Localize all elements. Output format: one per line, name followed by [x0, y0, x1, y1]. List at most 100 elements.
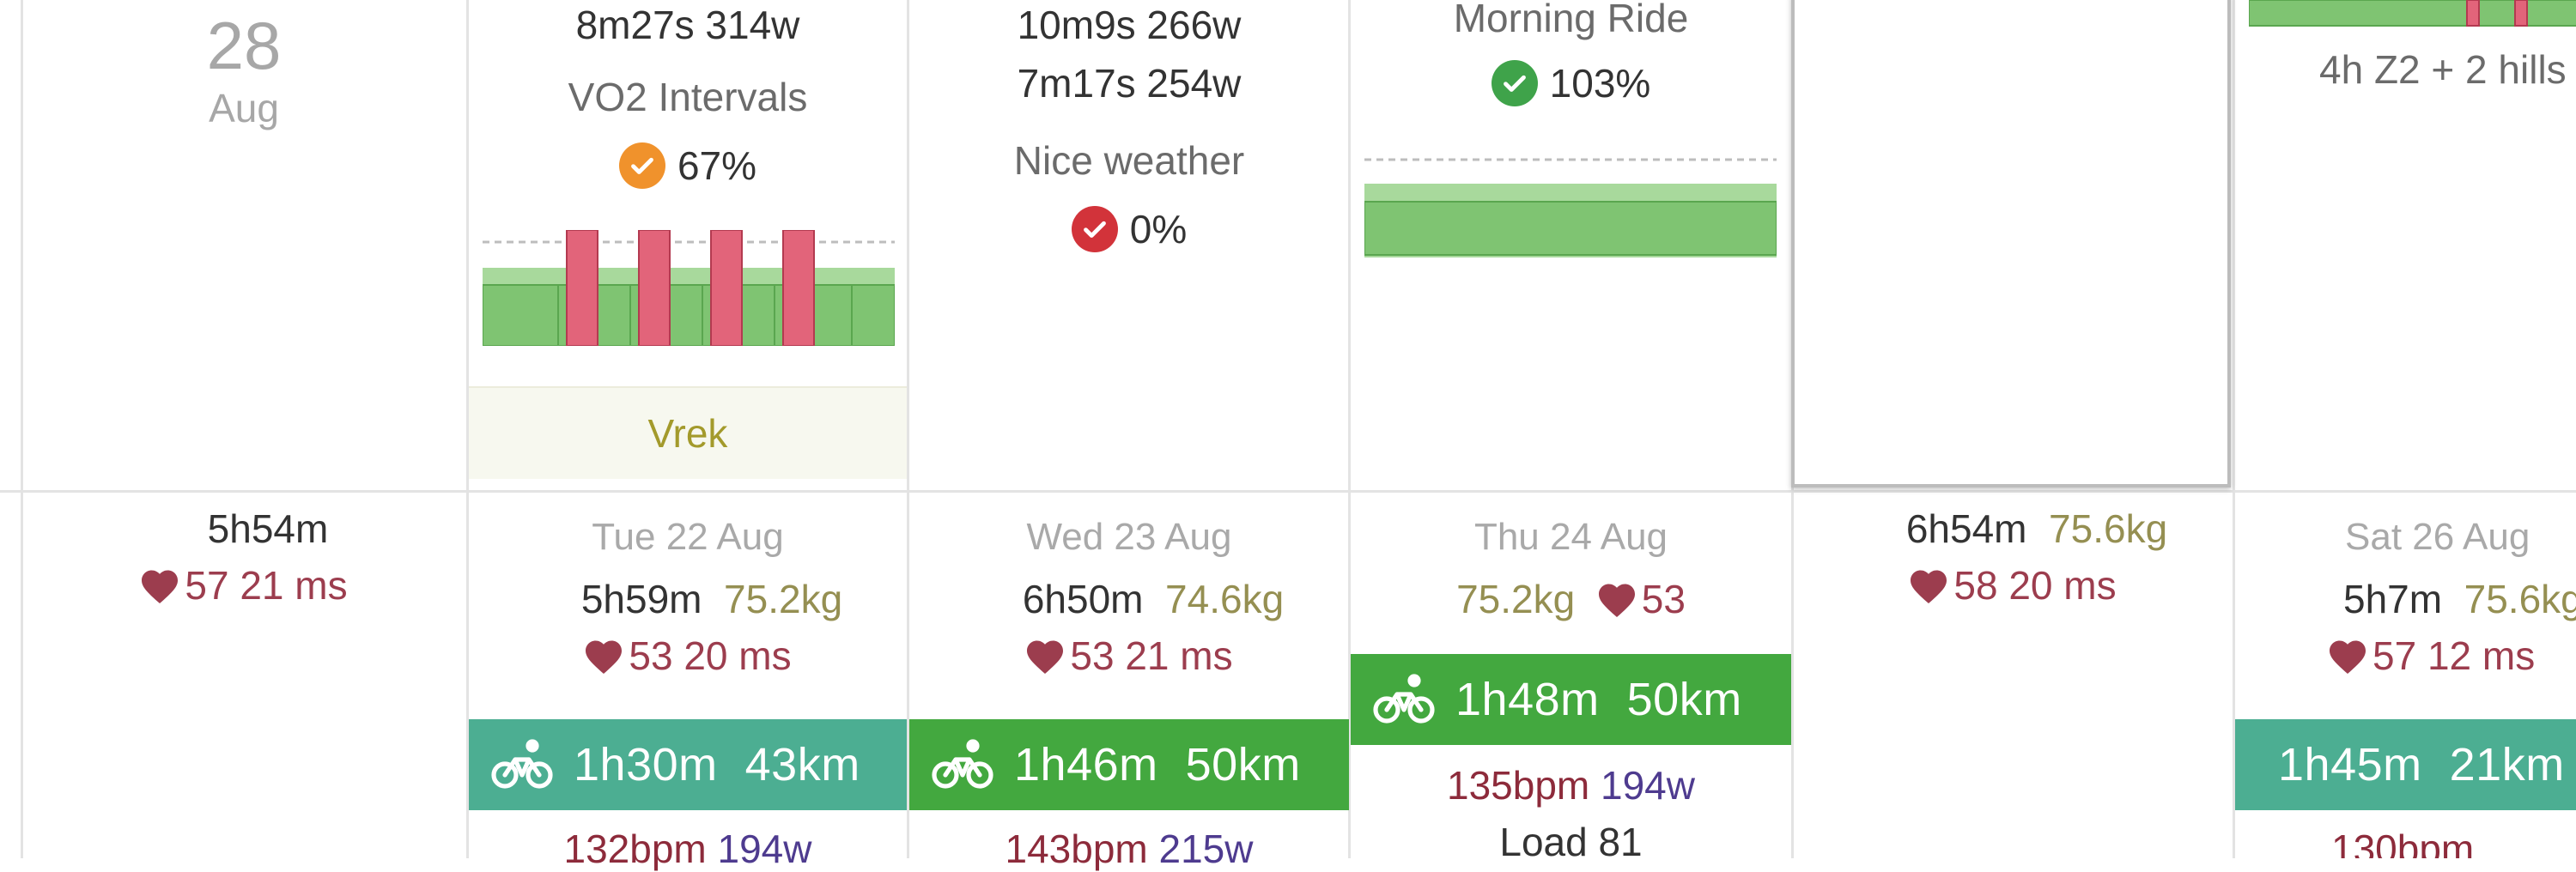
- hrv-value: 20 ms: [2008, 563, 2117, 608]
- compliance-value: 103%: [1549, 61, 1651, 106]
- day-cell-sat-26[interactable]: Sat 26 Aug 5h7m 75.6kg 57 12 ms 1h45m 21k…: [2235, 512, 2576, 858]
- activity-stats: 135bpm 194w: [1351, 762, 1791, 808]
- heart-icon: [2330, 640, 2366, 675]
- activity-bar-tue[interactable]: 1h30m 43km: [469, 719, 907, 810]
- day-cell-fri-25[interactable]: 6h54m 75.6kg 58 20 ms: [1794, 501, 2232, 615]
- moon-icon: [980, 586, 995, 615]
- moon-icon: [538, 586, 554, 615]
- avg-bpm: 132bpm: [563, 827, 707, 871]
- activity-duration: 1h48m: [1455, 674, 1600, 725]
- day-date: Thu 24 Aug: [1473, 516, 1668, 558]
- heart-icon: [1027, 640, 1064, 675]
- workout-card-4h-z2[interactable]: 4h Z2 + 2 hills: [2235, 0, 2576, 481]
- hr-line: 57 12 ms: [2328, 627, 2535, 685]
- activity-bar-thu[interactable]: 1h48m 50km: [1351, 654, 1791, 745]
- workout-chart: [483, 230, 895, 346]
- avg-watts: 215w: [1158, 827, 1254, 871]
- check-red-icon: [1071, 206, 1118, 252]
- hrv-value: 21 ms: [1125, 633, 1233, 678]
- interval-summary-1: 10m9s 266w: [1017, 3, 1242, 47]
- hr-value: 53: [1070, 633, 1115, 678]
- day-cell-mon-21[interactable]: 5h54m 57 21 ms: [21, 501, 467, 615]
- day-date: Sat 26 Aug: [2345, 516, 2530, 558]
- compliance: 0%: [909, 206, 1349, 252]
- training-load: Load 81: [1499, 820, 1643, 864]
- moon-icon: [165, 516, 180, 545]
- interval-summary: 8m27s 314w: [575, 3, 800, 47]
- weight-value: 75.6kg: [2464, 577, 2576, 621]
- compliance: 67%: [469, 142, 907, 189]
- day-cell-tue-22[interactable]: Tue 22 Aug 5h59m 75.2kg 53 20 ms: [469, 512, 907, 685]
- sleep-value: 6h50m: [1022, 577, 1144, 621]
- moon-icon: [2300, 586, 2316, 615]
- bike-icon: [1373, 674, 1435, 724]
- sleep-value: 6h54m: [1905, 506, 2027, 551]
- grid-line: [0, 490, 2576, 493]
- activity-duration: 1h30m: [574, 739, 718, 790]
- day-cell-wed-23[interactable]: Wed 23 Aug 6h50m 74.6kg 53 21 ms: [909, 512, 1349, 685]
- compliance-value: 0%: [1129, 207, 1188, 251]
- note-label: Vrek: [647, 411, 728, 456]
- activity-distance: 43km: [744, 739, 860, 790]
- day-date: Wed 23 Aug: [1026, 516, 1232, 558]
- day-date: Tue 22 Aug: [592, 516, 784, 558]
- hr-value: 58: [1953, 563, 1998, 608]
- heart-icon: [1598, 584, 1635, 618]
- workout-title: Morning Ride: [1453, 0, 1689, 40]
- moon-icon: [1863, 516, 1879, 545]
- hr-line: 53 20 ms: [469, 627, 907, 685]
- hr-value: 53: [629, 633, 673, 678]
- heart-icon: [142, 570, 179, 604]
- workout-title: Nice weather: [1013, 138, 1245, 183]
- weight-value: 75.2kg: [1456, 577, 1576, 621]
- activity-bar-sat[interactable]: 1h45m 21km: [2235, 719, 2576, 810]
- selected-day-cell[interactable]: [1791, 0, 2231, 487]
- compliance-value: 67%: [677, 143, 757, 188]
- grid-line: [1348, 0, 1351, 858]
- sleep-line: 6h54m 75.6kg: [1794, 501, 2232, 556]
- grid-line: [21, 0, 23, 858]
- note-box[interactable]: Vrek: [469, 386, 907, 479]
- check-green-icon: [1491, 60, 1538, 106]
- interval-summary-2: 7m17s 254w: [1017, 61, 1242, 106]
- workout-card-morning-ride[interactable]: Morning Ride 103%: [1351, 0, 1791, 481]
- workout-chart: [1364, 158, 1777, 257]
- heart-icon: [1911, 570, 1947, 604]
- avg-bpm: 143bpm: [1005, 827, 1148, 871]
- sleep-line: 5h59m 75.2kg: [469, 572, 907, 627]
- sleep-line: 5h7m 75.6kg: [2295, 572, 2576, 627]
- workout-chart: [2249, 0, 2576, 27]
- workout-card-nice-weather[interactable]: 10m9s 266w 7m17s 254w Nice weather 0%: [909, 0, 1349, 481]
- activity-bar-wed[interactable]: 1h46m 50km: [909, 719, 1349, 810]
- day-number: 28: [206, 8, 282, 83]
- grid-line: [466, 0, 469, 858]
- hrv-value: 21 ms: [240, 563, 348, 608]
- avg-bpm: 135bpm: [1447, 763, 1590, 808]
- avg-watts: 194w: [1601, 763, 1695, 808]
- bike-icon: [491, 739, 553, 789]
- heart-icon: [586, 640, 623, 675]
- day-cell-28[interactable]: 28 Aug: [21, 7, 467, 132]
- weight-value: 75.6kg: [2049, 506, 2168, 551]
- activity-duration: 1h46m: [1014, 739, 1158, 790]
- grid-line: [2233, 0, 2235, 858]
- day-cell-thu-24[interactable]: Thu 24 Aug 75.2kg 53: [1351, 512, 1791, 627]
- hr-value: 57: [2372, 633, 2417, 678]
- sleep-value: 5h59m: [580, 577, 702, 621]
- avg-watts: 194w: [717, 827, 812, 871]
- sleep-line: 5h54m: [21, 501, 467, 556]
- hr-value: 53: [1641, 577, 1686, 621]
- hrv-value: 20 ms: [683, 633, 792, 678]
- activity-distance: 50km: [1626, 674, 1742, 725]
- workout-card-vo2[interactable]: 8m27s 314w VO2 Intervals 67% Vrek: [469, 0, 907, 481]
- hr-line: 53 21 ms: [909, 627, 1349, 685]
- check-orange-icon: [618, 142, 665, 189]
- weight-hr-line: 75.2kg 53: [1351, 572, 1791, 627]
- sleep-value: 5h54m: [207, 506, 329, 551]
- grid-line: [907, 0, 909, 858]
- weight-value: 75.2kg: [724, 577, 843, 621]
- compliance: 103%: [1351, 60, 1791, 106]
- workout-title: VO2 Intervals: [568, 75, 808, 119]
- avg-bpm: 130bpm: [2331, 827, 2475, 858]
- activity-distance: 21km: [2449, 739, 2565, 790]
